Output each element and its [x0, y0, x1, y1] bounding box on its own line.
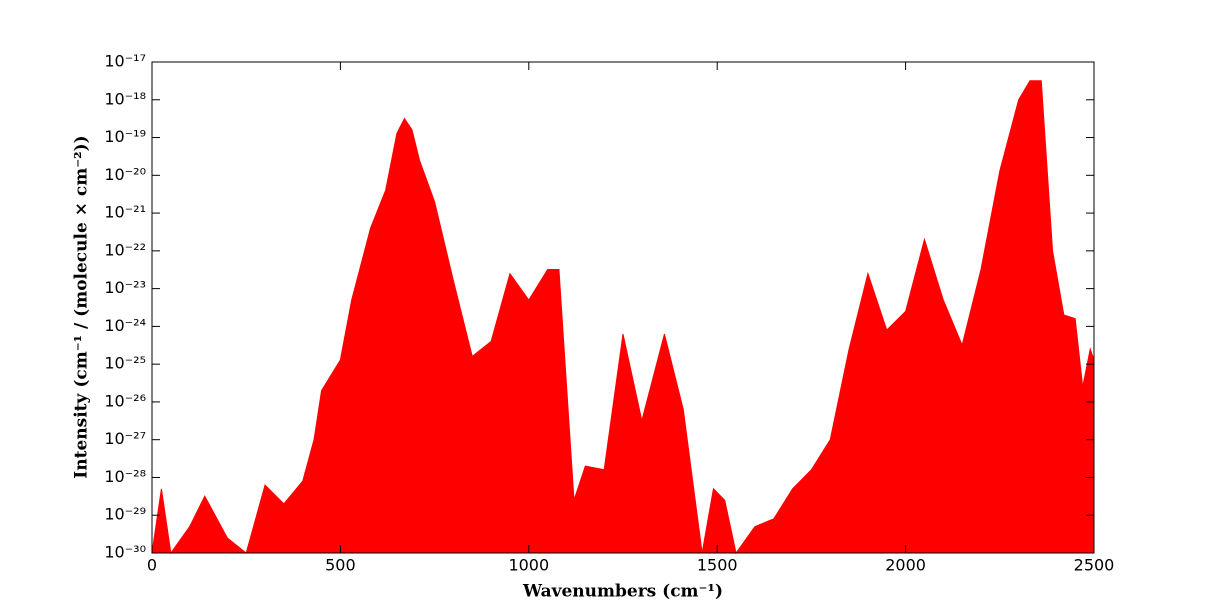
y-tick-label: 10⁻²⁹ — [104, 505, 146, 524]
y-tick-label: 10⁻¹⁸ — [104, 89, 146, 108]
y-tick-label: 10⁻²⁵ — [104, 354, 146, 373]
spectrum-area — [151, 80, 1095, 555]
plot-frame — [151, 61, 1095, 554]
x-tick-label: 2500 — [1074, 556, 1115, 575]
y-tick-label: 10⁻²⁶ — [104, 391, 146, 410]
y-tick-label: 10⁻²³ — [104, 278, 146, 297]
x-tick-label: 1500 — [697, 556, 738, 575]
y-axis-label: Intensity (cm⁻¹ / (molecule × cm⁻²)) — [72, 135, 92, 478]
y-tick-label: 10⁻²⁸ — [104, 467, 146, 486]
y-tick-label: 10⁻¹⁹ — [104, 127, 146, 146]
x-tick-label: 0 — [147, 556, 157, 575]
x-tick-label: 2000 — [885, 556, 926, 575]
x-tick-label: 1000 — [508, 556, 549, 575]
y-tick-label: 10⁻²⁷ — [104, 429, 146, 448]
y-tick-label: 10⁻³⁰ — [104, 543, 146, 562]
y-tick-label: 10⁻²² — [104, 240, 146, 259]
y-tick-label: 10⁻²¹ — [104, 203, 146, 222]
x-axis-label: Wavenumbers (cm⁻¹) — [522, 582, 723, 602]
y-tick-label: 10⁻²⁴ — [104, 316, 146, 335]
x-tick-label: 500 — [325, 556, 356, 575]
y-tick-label: 10⁻¹⁷ — [104, 52, 146, 71]
y-tick-label: 10⁻²⁰ — [104, 165, 146, 184]
